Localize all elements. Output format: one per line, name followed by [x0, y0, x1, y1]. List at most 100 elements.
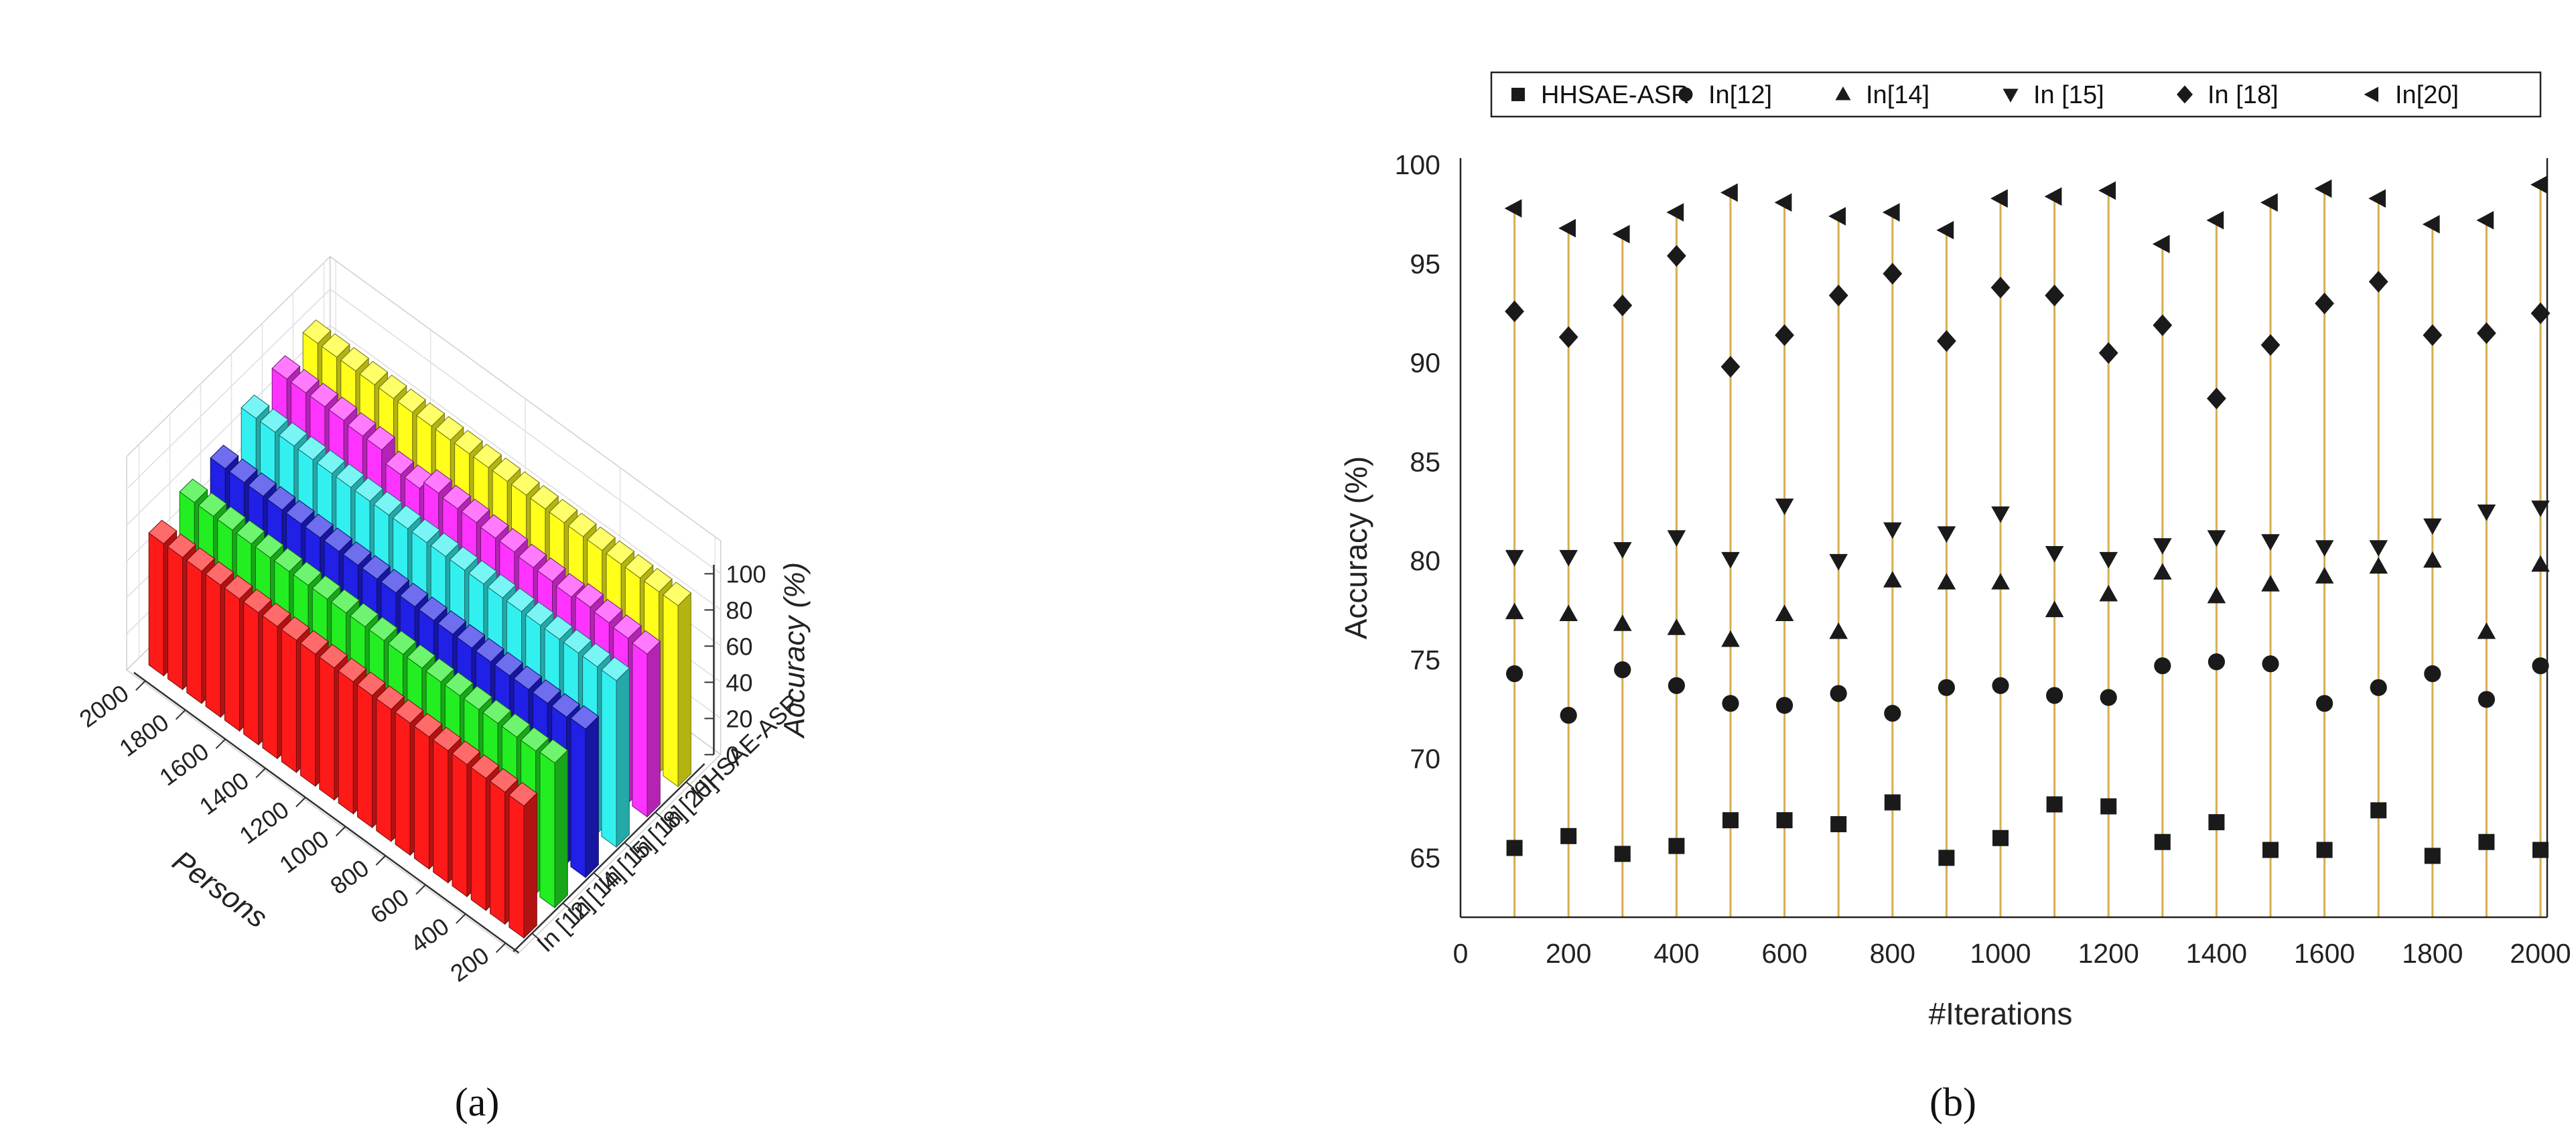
bar-1-2-top: [501, 713, 531, 738]
legend-label: In[12]: [1708, 81, 1772, 109]
point-diamond-18: [2477, 322, 2496, 344]
bar-0-14-top: [243, 588, 272, 614]
bar-5-14-top: [397, 388, 426, 413]
persons-tick-label: 800: [325, 854, 374, 899]
x-tick-label: 0: [1453, 938, 1469, 969]
bar-2-2-top: [532, 679, 561, 704]
point-diamond-16: [2368, 271, 2388, 293]
bar-1-3-top: [482, 699, 512, 724]
point-circle-15: [2316, 695, 2333, 712]
point-triangle-down-18: [2477, 505, 2496, 521]
bar-2-6-top: [456, 624, 486, 649]
bar-0-10-front: [319, 656, 335, 801]
bar-3-3-top: [544, 615, 573, 640]
persons-tick-mark: [295, 797, 306, 807]
point-diamond-0: [1505, 300, 1524, 322]
bar-2-19-top: [210, 444, 239, 470]
point-diamond-3: [1667, 245, 1686, 267]
x-tick-label: 1600: [2294, 938, 2355, 969]
bar-0-19-front: [148, 532, 164, 677]
bar-1-5-top: [444, 671, 474, 697]
bar-0-12-top: [281, 616, 310, 641]
bar-2-16-top: [267, 486, 296, 511]
point-triangle-up-15: [2315, 567, 2334, 584]
point-circle-11: [2100, 689, 2117, 706]
bar-0-3-top: [452, 740, 481, 765]
legend-marker-square: [1511, 88, 1525, 101]
bar-4-10-top: [442, 484, 472, 510]
persons-tick-mark: [415, 884, 426, 895]
bar-0-0-side: [523, 792, 537, 939]
point-triangle-up-11: [2099, 584, 2118, 602]
accuracy-tick-label: 80: [726, 596, 752, 624]
caption-a: (a): [455, 1080, 500, 1124]
legend-marker-triangle-down: [2003, 88, 2019, 103]
bar-2-0-front: [570, 718, 586, 878]
point-square-15: [2316, 842, 2333, 858]
y-tick-label: 70: [1410, 744, 1440, 775]
bar-4-16-top: [328, 396, 358, 421]
bar-5-12-top: [435, 416, 464, 441]
bar-0-0-top: [509, 782, 538, 807]
y-tick-label: 100: [1395, 149, 1440, 180]
bar-0-8-top: [356, 671, 386, 696]
bar-5-19-top: [302, 319, 332, 344]
point-circle-1: [1560, 706, 1577, 724]
bar-0-7-top: [376, 685, 405, 710]
y-tick-label: 85: [1410, 446, 1440, 477]
bar-5-13-top: [416, 402, 446, 427]
bar-4-7-top: [499, 528, 528, 553]
bar-0-4-front: [433, 739, 449, 884]
point-triangle-up-2: [1613, 614, 1632, 631]
bar-2-13-top: [324, 527, 353, 552]
bar-0-4-top: [432, 726, 462, 752]
point-triangle-left-18: [2476, 210, 2494, 230]
point-triangle-up-4: [1721, 630, 1740, 647]
bar-3-13-top: [354, 477, 384, 502]
point-triangle-down-16: [2369, 540, 2388, 557]
y-tick-label: 75: [1410, 645, 1440, 675]
point-triangle-up-3: [1667, 618, 1686, 635]
persons-tick-label: 400: [405, 912, 454, 957]
legend-marker-circle: [1678, 87, 1693, 102]
legend-label: In[20]: [2395, 81, 2459, 109]
point-triangle-down-10: [2045, 546, 2064, 563]
point-triangle-up-19: [2531, 555, 2550, 572]
point-triangle-down-5: [1775, 498, 1794, 515]
point-triangle-left-0: [1504, 199, 1522, 218]
point-circle-5: [1776, 697, 1793, 714]
bar-0-2-top: [470, 754, 500, 779]
point-square-0: [1506, 840, 1523, 856]
point-triangle-down-8: [1937, 526, 1956, 543]
bar-5-16-top: [359, 360, 389, 386]
bar-4-1-top: [612, 614, 642, 639]
bar-4-0-side: [647, 641, 661, 818]
bar-2-0-side: [585, 716, 599, 878]
x-tick-label: 1200: [2078, 938, 2139, 969]
point-triangle-down-0: [1505, 549, 1524, 567]
series-tick-mark: [685, 781, 695, 789]
bar-0-12-front: [281, 628, 297, 773]
bar-3-10-top: [411, 519, 441, 543]
persons-axis-line: [133, 671, 520, 954]
persons-tick-mark: [175, 709, 186, 720]
point-triangle-down-1: [1559, 549, 1578, 567]
series-tick-mark: [655, 811, 664, 819]
accuracy-tick-label: 20: [726, 705, 752, 732]
x-tick-label: 600: [1761, 938, 1807, 969]
bar-1-16-top: [236, 520, 265, 545]
bar-3-9-top: [430, 532, 460, 557]
point-diamond-1: [1558, 326, 1578, 348]
point-triangle-up-17: [2423, 551, 2442, 568]
series-axis-line: [513, 763, 705, 953]
point-triangle-up-0: [1505, 602, 1524, 620]
point-triangle-left-17: [2422, 214, 2440, 234]
point-square-5: [1776, 812, 1793, 829]
bar-4-15-top: [347, 412, 377, 437]
bar-0-17-top: [186, 547, 215, 572]
bar-0-18-top: [167, 533, 196, 558]
legend-marker-diamond: [2177, 85, 2193, 104]
persons-tick-label: 2000: [74, 679, 134, 732]
point-triangle-left-6: [1828, 207, 1846, 226]
point-triangle-left-9: [1990, 189, 2008, 208]
